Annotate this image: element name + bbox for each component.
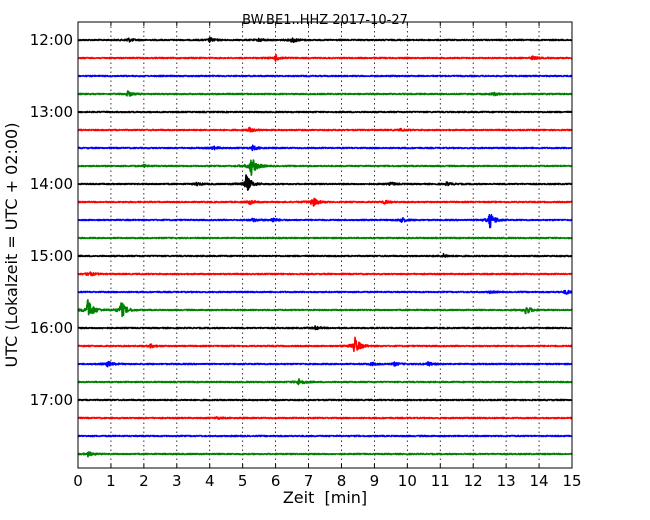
x-tick-label: 8	[337, 472, 347, 490]
y-tick-label: 12:00	[30, 31, 73, 49]
trace-line	[77, 110, 573, 114]
x-tick-label: 10	[398, 472, 417, 490]
x-axis-label: Zeit [min]	[283, 488, 367, 507]
trace-line	[77, 36, 573, 44]
trace-line	[77, 398, 573, 402]
x-tick-label: 3	[172, 472, 182, 490]
trace-line	[77, 289, 573, 295]
trace-line	[77, 197, 573, 207]
trace-line	[77, 271, 573, 277]
trace-lines	[77, 36, 573, 458]
x-tick-label: 1	[106, 472, 116, 490]
y-tick-label: 15:00	[30, 247, 73, 265]
trace-line	[77, 174, 573, 191]
trace-line	[77, 74, 573, 78]
x-tick-label: 12	[464, 472, 483, 490]
trace-line	[77, 253, 573, 258]
y-tick-label: 16:00	[30, 319, 73, 337]
plot-frame	[77, 21, 573, 469]
trace-line	[77, 451, 573, 458]
trace-line	[77, 159, 573, 176]
trace-line	[77, 434, 573, 438]
x-tick-label: 6	[271, 472, 281, 490]
trace-line	[77, 360, 573, 368]
y-axis-ticks: 12:00 13:00 14:00 15:00 16:00 17:00	[30, 31, 82, 409]
x-tick-label: 7	[304, 472, 314, 490]
x-tick-label: 0	[73, 472, 83, 490]
y-tick-label: 14:00	[30, 175, 73, 193]
trace-line	[77, 378, 573, 386]
x-tick-label: 4	[205, 472, 215, 490]
x-tick-label: 9	[370, 472, 380, 490]
trace-line	[77, 126, 573, 133]
trace-line	[77, 213, 573, 229]
y-tick-label: 13:00	[30, 103, 73, 121]
trace-line	[77, 144, 573, 152]
trace-line	[77, 416, 573, 420]
x-axis-ticks: 0 1 2 3 4 5 6 7 8 9 10 11 12 13 14 15	[73, 22, 582, 490]
x-tick-label: 5	[238, 472, 248, 490]
y-tick-label: 17:00	[30, 391, 73, 409]
y-axis-label: UTC (Lokalzeit = UTC + 02:00)	[2, 123, 21, 368]
trace-line	[77, 90, 573, 97]
trace-line	[77, 336, 573, 353]
x-tick-label: 13	[497, 472, 516, 490]
x-tick-label: 15	[562, 472, 581, 490]
trace-line	[77, 53, 573, 62]
trace-line	[77, 325, 573, 331]
x-tick-label: 2	[139, 472, 149, 490]
chart-title: BW.BE1..HHZ 2017-10-27	[242, 13, 408, 28]
x-tick-label: 14	[530, 472, 549, 490]
x-tick-label: 11	[431, 472, 450, 490]
trace-line	[77, 298, 573, 318]
trace-line	[77, 236, 573, 240]
